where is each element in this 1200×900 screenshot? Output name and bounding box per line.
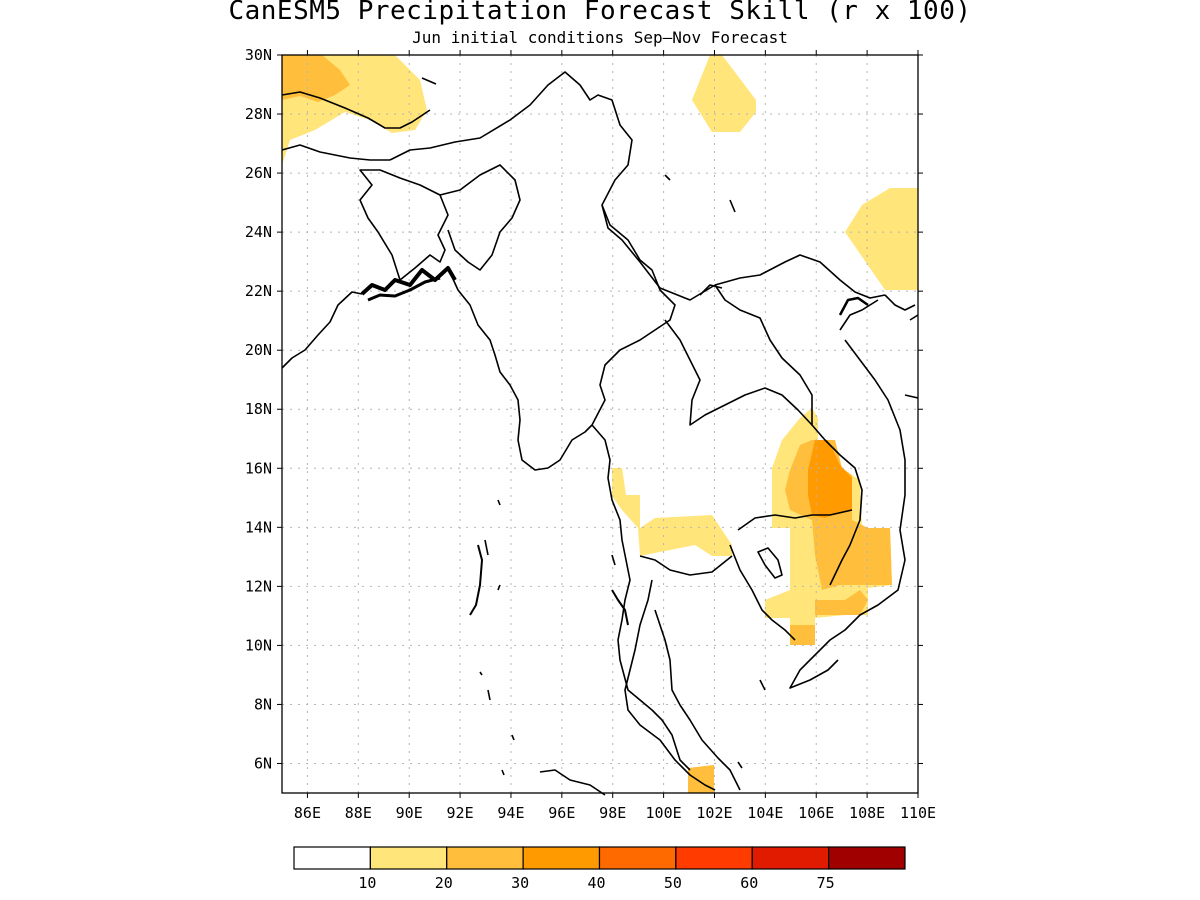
map-subtitle: Jun initial conditions Sep–Nov Forecast [412,28,788,47]
lon-tick-label: 104E [747,804,783,822]
shade-thai-yellow [612,468,732,556]
colorbar-swatch [446,846,524,870]
shade-indochina-orange [808,440,852,518]
lon-tick-label: 106E [798,804,834,822]
lon-tick-label: 98E [599,804,626,822]
lon-tick-label: 86E [294,804,321,822]
colorbar-label: 75 [817,874,835,892]
colorbar-label: 60 [740,874,758,892]
lon-tick-label: 90E [396,804,423,822]
lon-tick-label: 102E [696,804,732,822]
shade-east-yellow [845,188,918,290]
lat-tick-label: 8N [254,695,272,713]
colorbar-label: 20 [435,874,453,892]
colorbar-label: 40 [587,874,605,892]
shade-indochina-lt-orange-s2 [790,625,815,645]
lat-tick-label: 22N [245,282,272,300]
colorbar-label: 50 [664,874,682,892]
lat-tick-label: 28N [245,105,272,123]
colorbar-swatch [751,846,830,870]
lon-tick-label: 94E [497,804,524,822]
colorbar-swatch [598,846,677,870]
shade-malaysia [688,765,714,793]
shade-indochina-lt-orange-s [815,590,868,615]
shade-nw-orange [282,55,350,102]
lon-tick-label: 96E [548,804,575,822]
colorbar-label: 10 [358,874,376,892]
lon-axis: 86E 88E 90E 92E 94E 96E 98E 100E 102E 104E 106E 108… [294,50,936,822]
lat-tick-label: 10N [245,636,272,654]
colorbar-swatch [369,846,448,870]
map-title: CanESM5 Precipitation Forecast Skill (r … [228,0,972,26]
lat-tick-label: 26N [245,164,272,182]
lon-tick-label: 110E [900,804,936,822]
lat-tick-label: 16N [245,459,272,477]
lat-tick-label: 6N [254,754,272,772]
coastlines-borders [281,71,919,796]
map-frame [281,54,919,794]
lat-tick-label: 20N [245,341,272,359]
colorbar-swatch [522,846,601,870]
map-gridlines [282,54,919,793]
lat-tick-label: 14N [245,518,272,536]
lon-tick-label: 100E [646,804,682,822]
lat-tick-label: 12N [245,577,272,595]
colorbar-swatch [675,846,753,870]
lon-tick-label: 108E [849,804,885,822]
lat-tick-label: 24N [245,223,272,241]
colorbar-swatch [828,846,906,870]
skill-shading [282,55,918,793]
lat-tick-label: 18N [245,400,272,418]
colorbar-label: 30 [511,874,529,892]
lon-tick-label: 88E [345,804,372,822]
colorbar: 10 20 30 40 50 60 75 [293,846,906,892]
shade-yunnan-yellow [692,55,756,132]
lon-tick-label: 92E [447,804,474,822]
lat-tick-label: 30N [245,46,272,64]
colorbar-swatch [293,846,371,870]
lat-axis: 30N 28N 26N 24N 22N 20N 18N 16N 14N 12N 10N 8N 6N [245,46,923,772]
